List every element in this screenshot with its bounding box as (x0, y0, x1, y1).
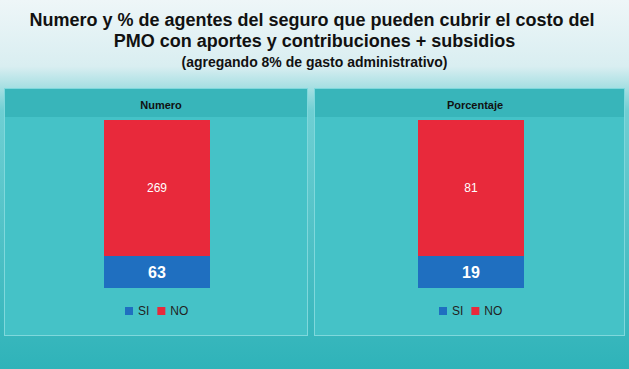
svg-text:63: 63 (148, 264, 166, 281)
svg-text:269: 269 (147, 181, 167, 195)
svg-text:19: 19 (462, 264, 480, 281)
svg-text:NO: NO (484, 304, 502, 318)
svg-text:SI: SI (452, 304, 463, 318)
svg-text:Numero: Numero (140, 99, 182, 111)
svg-text:PMO con aportes y contribucion: PMO con aportes y contribuciones + subsi… (114, 31, 516, 51)
svg-text:81: 81 (464, 181, 478, 195)
svg-text:NO: NO (170, 304, 188, 318)
svg-text:Numero y % de agentes del segu: Numero y % de agentes del seguro que pue… (29, 10, 599, 30)
svg-text:(agregando 8% de gasto adminis: (agregando 8% de gasto administrativo) (181, 54, 447, 70)
svg-text:Porcentaje: Porcentaje (447, 99, 503, 111)
svg-text:SI: SI (138, 304, 149, 318)
